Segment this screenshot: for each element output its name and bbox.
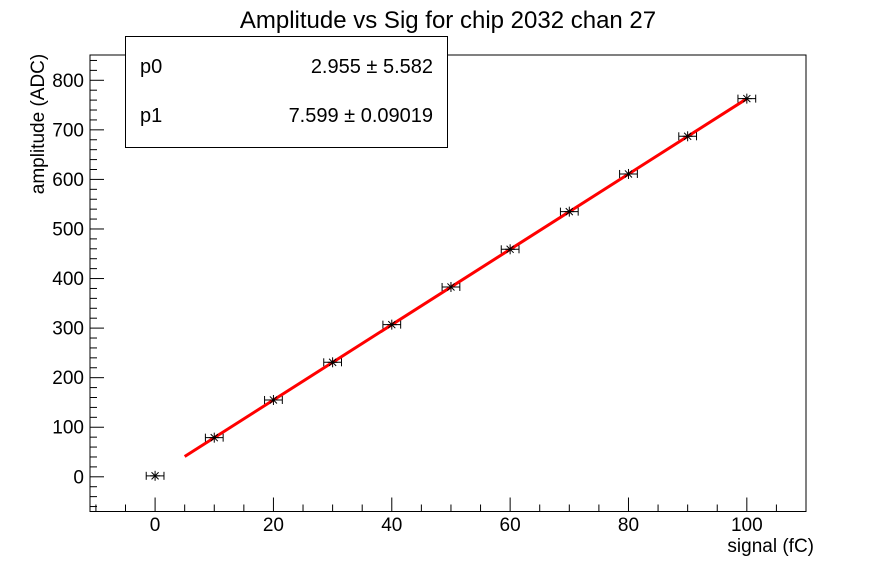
fit-line xyxy=(183,97,748,458)
data-marker xyxy=(210,433,219,442)
x-tick-label: 60 xyxy=(500,515,521,536)
y-tick-label: 400 xyxy=(52,269,84,290)
data-marker xyxy=(624,170,633,178)
data-marker xyxy=(151,471,159,480)
stats-row-p1: p1 7.599 ± 0.09019 xyxy=(140,105,433,128)
data-marker xyxy=(565,207,574,216)
data-marker xyxy=(506,245,515,254)
stats-p0-value: 2.955 ± 5.582 xyxy=(310,56,433,78)
x-tick-label: 0 xyxy=(150,515,161,536)
x-tick-label: 20 xyxy=(263,515,284,536)
data-marker xyxy=(683,132,692,141)
y-tick-label: 500 xyxy=(52,219,84,240)
fit-stats-box: p0 2.955 ± 5.582 p1 7.599 ± 0.09019 xyxy=(125,36,448,148)
y-tick-label: 800 xyxy=(52,71,84,92)
y-tick-label: 100 xyxy=(52,418,84,439)
y-tick-label: 600 xyxy=(52,170,84,191)
stats-p0-label: p0 xyxy=(140,56,163,78)
data-marker xyxy=(328,358,337,367)
stats-p1-label: p1 xyxy=(140,105,163,127)
data-marker xyxy=(742,94,751,103)
y-axis-title: amplitude (ADC) xyxy=(28,53,49,195)
data-marker xyxy=(387,320,396,329)
x-tick-label: 40 xyxy=(381,515,402,536)
stats-p1-value: 7.599 ± 0.09019 xyxy=(288,105,433,127)
data-marker xyxy=(447,283,455,291)
y-tick-label: 200 xyxy=(52,368,84,389)
stats-row-p0: p0 2.955 ± 5.582 xyxy=(140,56,433,79)
data-marker xyxy=(269,396,278,404)
y-tick-label: 300 xyxy=(52,319,84,340)
x-axis-title: signal (fC) xyxy=(727,536,814,557)
y-tick-label: 0 xyxy=(73,467,84,488)
y-tick-label: 700 xyxy=(52,120,84,141)
x-tick-label: 100 xyxy=(731,515,763,536)
x-tick-label: 80 xyxy=(618,515,639,536)
plot-title: Amplitude vs Sig for chip 2032 chan 27 xyxy=(239,7,657,34)
plot-frame xyxy=(89,54,807,512)
